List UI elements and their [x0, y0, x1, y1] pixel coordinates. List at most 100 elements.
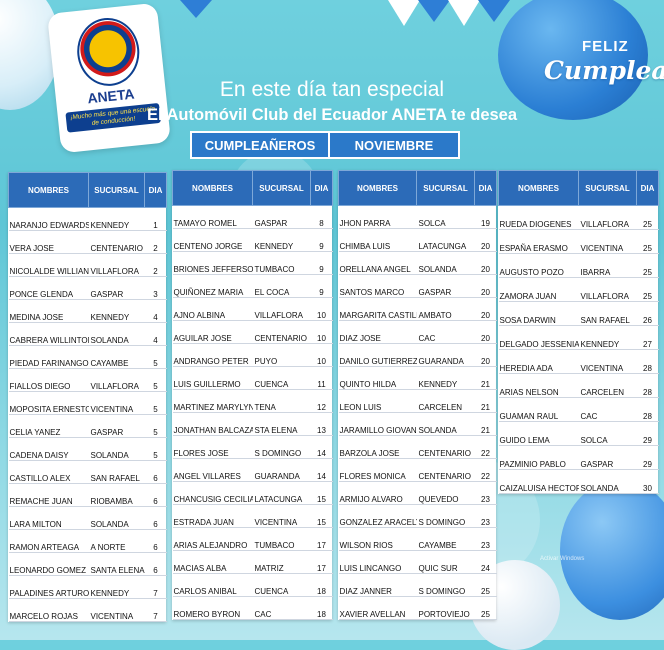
table-row: VERA JOSE CENTENARIO 2	[8, 230, 167, 254]
table-row: LUIS LINCANGO QUIC SUR 24	[338, 550, 497, 574]
column-header-sucursal: SUCURSAL	[578, 170, 637, 206]
cell-branch: S DOMINGO	[416, 573, 475, 597]
cell-day: 6	[144, 552, 167, 576]
cell-day: 20	[474, 251, 497, 275]
cell-name: CADENA DAISY	[8, 437, 89, 461]
cell-name: AGUILAR JOSE	[172, 320, 253, 344]
cell-day: 10	[310, 297, 333, 321]
cell-day: 23	[474, 504, 497, 528]
cell-name: PIEDAD FARINANGO	[8, 345, 89, 369]
cell-branch: GASPAR	[88, 414, 145, 438]
column-header-dia: DIA	[144, 172, 167, 208]
table-row: CABRERA WILLINTON SOLANDA 4	[8, 322, 167, 346]
table-row: DANILO GUTIERREZ GUARANDA 20	[338, 343, 497, 367]
cell-day: 2	[144, 230, 167, 254]
column-header-nombres: NOMBRES	[172, 170, 253, 206]
cell-branch: SOLANDA	[88, 322, 145, 346]
cell-name: ORELLANA ANGEL	[338, 251, 417, 275]
cell-day: 25	[636, 253, 659, 278]
pennant-flag	[388, 0, 420, 26]
table-row: SOSA DARWIN SAN RAFAEL 26	[498, 301, 659, 326]
pennant-flag	[478, 0, 510, 22]
table-row: MARCELO ROJAS VICENTINA 7	[8, 598, 167, 622]
cell-branch: QUEVEDO	[416, 481, 475, 505]
cell-day: 9	[310, 251, 333, 275]
cell-branch: VICENTINA	[88, 598, 145, 622]
table-row: CAIZALUISA HECTOR SOLANDA 30	[498, 469, 659, 494]
cell-name: MARTINEZ MARYLYN	[172, 389, 253, 413]
table-row: MOPOSITA ERNESTO VICENTINA 5	[8, 391, 167, 415]
cell-name: AJNO ALBINA	[172, 297, 253, 321]
cell-branch: GUARANDA	[252, 458, 311, 482]
table-row: BRIONES JEFFERSON TUMBACO 9	[172, 251, 333, 275]
cell-day: 20	[474, 297, 497, 321]
table-row: LUIS GUILLERMO CUENCA 11	[172, 366, 333, 390]
cell-day: 18	[310, 573, 333, 597]
cell-branch: SOLCA	[578, 421, 637, 446]
cell-day: 27	[636, 325, 659, 350]
cell-day: 22	[474, 435, 497, 459]
cell-name: DELGADO JESSENIA	[498, 325, 579, 350]
column-header-dia: DIA	[474, 170, 497, 206]
cell-branch: SOLANDA	[416, 251, 475, 275]
cell-day: 21	[474, 366, 497, 390]
cell-branch: KENNEDY	[578, 325, 637, 350]
cell-name: LUIS GUILLERMO	[172, 366, 253, 390]
cell-day: 17	[310, 550, 333, 574]
cell-day: 5	[144, 437, 167, 461]
cell-day: 23	[474, 481, 497, 505]
cell-branch: MATRIZ	[252, 550, 311, 574]
cell-branch: SAN RAFAEL	[88, 460, 145, 484]
cell-name: SOSA DARWIN	[498, 301, 579, 326]
cell-day: 5	[144, 391, 167, 415]
cell-day: 10	[310, 320, 333, 344]
cell-name: NARANJO EDWARDS	[8, 207, 89, 231]
table-header-row: NOMBRES SUCURSAL DIA	[338, 170, 497, 206]
blue-balloon	[560, 480, 664, 620]
cell-name: BARZOLA JOSE	[338, 435, 417, 459]
cell-name: GONZALEZ ARACELY	[338, 504, 417, 528]
table-row: JARAMILLO GIOVANNYSOLANDA21	[338, 412, 497, 436]
cell-day: 20	[474, 228, 497, 252]
cell-branch: VICENTINA	[252, 504, 311, 528]
cell-name: WILSON RIOS	[338, 527, 417, 551]
greeting-feliz: FELIZ	[582, 38, 629, 55]
pennant-flag	[180, 0, 212, 18]
table-row: ROMERO BYRON CAC 18	[172, 596, 333, 620]
birthday-table-2: NOMBRES SUCURSAL DIA TAMAYO ROMEL GASPAR 8 CEN…	[172, 170, 333, 620]
cell-day: 18	[310, 596, 333, 620]
cell-branch: CENTENARIO	[416, 435, 475, 459]
cell-name: ROMERO BYRON	[172, 596, 253, 620]
cell-day: 13	[310, 412, 333, 436]
table-row: CHANCUSIG CECILIA LATACUNGA 15	[172, 481, 333, 505]
table-row: GUAMAN RAUL CAC 28	[498, 397, 659, 422]
table-row: PALADINES ARTURO KENNEDY 7	[8, 575, 167, 599]
column-header-nombres: NOMBRES	[338, 170, 417, 206]
table-row: ARIAS ALEJANDRO TUMBACO 17	[172, 527, 333, 551]
column-header-nombres: NOMBRES	[8, 172, 89, 208]
cell-branch: SAN RAFAEL	[578, 301, 637, 326]
cell-branch: AMBATO	[416, 297, 475, 321]
cell-day: 29	[636, 421, 659, 446]
cell-name: ESTRADA JUAN	[172, 504, 253, 528]
cell-day: 11	[310, 366, 333, 390]
cell-day: 20	[474, 343, 497, 367]
table-row: GONZALEZ ARACELY S DOMINGO 23	[338, 504, 497, 528]
cell-day: 12	[310, 389, 333, 413]
table-row: NARANJO EDWARDS KENNEDY 1	[8, 207, 167, 231]
table-row: GUIDO LEMA SOLCA 29	[498, 421, 659, 446]
cell-branch: CENTENARIO	[252, 320, 311, 344]
cell-day: 21	[474, 412, 497, 436]
cell-branch: SOLCA	[416, 205, 475, 229]
cell-day: 29	[636, 445, 659, 470]
table-row: FLORES JOSE S DOMINGO 14	[172, 435, 333, 459]
table-row: HEREDIA ADA VICENTINA 28	[498, 349, 659, 374]
cell-branch: KENNEDY	[88, 299, 145, 323]
cell-name: CHIMBA LUIS	[338, 228, 417, 252]
column-header-dia: DIA	[636, 170, 659, 206]
cell-branch: SOLANDA	[578, 469, 637, 494]
column-header-dia: DIA	[310, 170, 333, 206]
cell-name: CELIA YANEZ	[8, 414, 89, 438]
table-row: LARA MILTON SOLANDA 6	[8, 506, 167, 530]
cell-day: 19	[474, 205, 497, 229]
